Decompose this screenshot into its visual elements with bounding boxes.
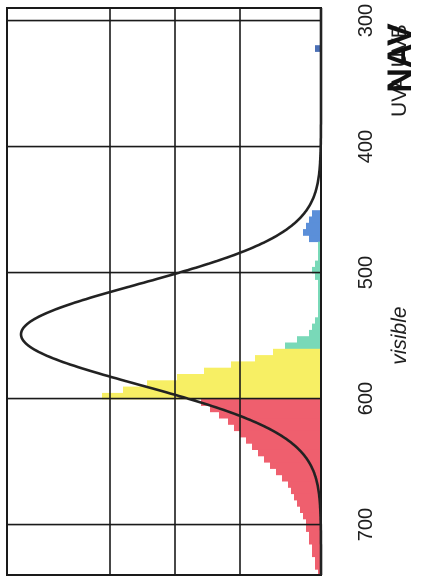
histogram-bar-red xyxy=(210,405,321,413)
histogram-bar-red xyxy=(315,563,321,570)
histogram-bar-red xyxy=(270,462,321,469)
chart-title: NAV xyxy=(381,23,419,93)
wavelength-tick-labels: 300 400 500 600 700 xyxy=(355,4,377,541)
histogram-bar-yellow xyxy=(204,367,321,375)
sensitivity-curve-group xyxy=(19,8,323,575)
histogram-bar-red xyxy=(312,544,321,551)
histogram-bar-green xyxy=(318,292,321,299)
histogram-bar-green xyxy=(315,260,321,268)
histogram-bar-red xyxy=(276,468,321,476)
region-label-uva: UVA xyxy=(388,75,411,117)
spectral-region-labels: UVB UVA visible xyxy=(388,24,411,365)
histogram-bar-red xyxy=(288,481,321,488)
tick-label-500: 500 xyxy=(355,256,377,289)
histogram-bar-red xyxy=(312,550,321,558)
region-label-uvb: UVB xyxy=(388,24,411,67)
histogram-bar-red xyxy=(297,500,321,507)
histogram-bar-yellow xyxy=(123,386,321,394)
histogram-bar-green xyxy=(318,241,321,249)
histogram-bar-green xyxy=(318,285,321,293)
histogram-bar-green xyxy=(309,329,321,337)
histogram-bar-green xyxy=(318,304,321,312)
histogram-bar-blue xyxy=(309,235,321,243)
histogram-bar-red xyxy=(234,424,321,432)
histogram-bar-red xyxy=(309,531,321,539)
histogram-bar-red xyxy=(246,437,321,444)
histogram-bar-green xyxy=(285,342,321,350)
sensitivity-curve xyxy=(19,8,323,575)
histogram-bar-red xyxy=(294,493,321,501)
region-label-visible: visible xyxy=(388,306,411,364)
histogram-bar-red xyxy=(306,518,321,526)
histogram-bar-blue xyxy=(312,210,321,217)
histogram-bar-green xyxy=(318,279,321,287)
histogram-bar-green xyxy=(318,248,321,255)
histogram-bar-green xyxy=(315,273,321,280)
histogram-bar-green xyxy=(297,336,321,343)
histogram-bar-green xyxy=(318,298,321,306)
histogram-bar-yellow xyxy=(231,361,321,369)
grid-lines xyxy=(6,7,322,576)
histogram-bar-red xyxy=(201,399,321,406)
histogram-bar-green xyxy=(312,323,321,331)
tick-label-300: 300 xyxy=(355,4,377,37)
histogram-bar-red xyxy=(309,537,321,545)
tick-label-400: 400 xyxy=(355,130,377,163)
histogram-bar-red xyxy=(303,512,321,520)
histogram-bar-yellow xyxy=(102,392,321,400)
histogram-bars xyxy=(102,45,321,576)
histogram-bar-uvb xyxy=(315,45,321,52)
tick-label-700: 700 xyxy=(355,508,377,541)
histogram-bar-red xyxy=(252,443,321,450)
histogram-bar-yellow xyxy=(147,380,321,387)
histogram-bar-red xyxy=(258,449,321,457)
tick-label-600: 600 xyxy=(355,382,377,415)
histogram-bar-red xyxy=(264,455,321,463)
histogram-bar-green xyxy=(318,254,321,261)
histogram-bar-red xyxy=(291,487,321,495)
histogram-bar-red xyxy=(282,474,321,482)
histogram-bar-blue xyxy=(306,222,321,230)
histogram-bar-green xyxy=(312,266,321,274)
histogram-bar-red xyxy=(315,556,321,564)
histogram-bar-red xyxy=(318,569,321,576)
histogram-bar-green xyxy=(315,317,321,324)
histogram-bar-red xyxy=(219,411,321,419)
histogram-bar-yellow xyxy=(177,374,321,381)
histogram-bar-yellow xyxy=(273,348,321,356)
histogram-bar-yellow xyxy=(255,355,321,362)
histogram-bar-red xyxy=(228,418,321,425)
histogram-bar-red xyxy=(306,525,321,532)
histogram-bar-blue xyxy=(309,216,321,224)
histogram-bar-blue xyxy=(303,229,321,236)
histogram-bar-red xyxy=(300,506,321,513)
histogram-bar-green xyxy=(318,311,321,318)
